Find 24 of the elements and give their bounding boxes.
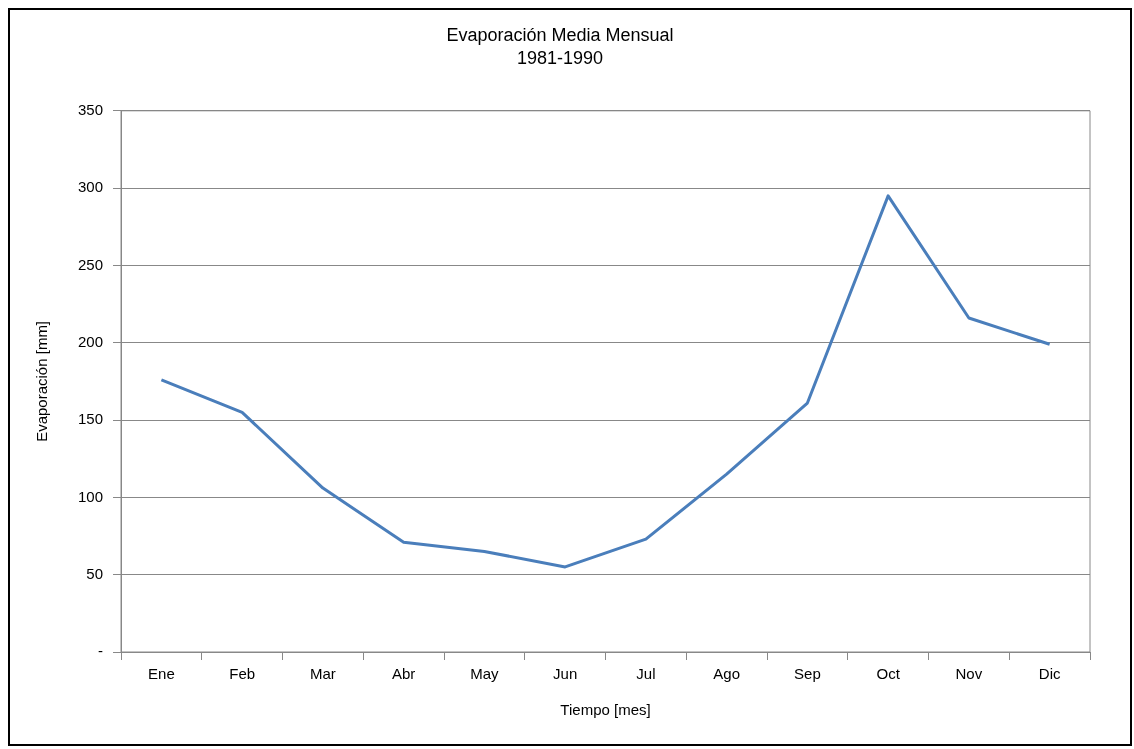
y-tick-label: 200 [78, 332, 104, 350]
y-tick-label: 50 [86, 564, 104, 582]
x-tick-label: Sep [794, 665, 821, 683]
y-axis-title: Evaporación [mm] [33, 320, 51, 442]
x-tick-label: Jul [636, 665, 656, 683]
x-tick-label: Jun [553, 665, 578, 683]
x-tick-label: Oct [876, 665, 901, 683]
x-tick-label: Dic [1038, 665, 1061, 683]
y-tick-label: 300 [78, 178, 104, 196]
y-tick-label: - [98, 642, 104, 660]
x-tick-label: Mar [309, 665, 336, 683]
y-tick-label: 250 [78, 255, 104, 273]
x-tick-label: Feb [229, 665, 256, 683]
x-tick-label: Nov [955, 665, 983, 683]
chart-subtitle: 1981-1990 [516, 48, 604, 69]
x-tick-label: Ago [713, 665, 740, 683]
y-tick-label: 150 [78, 410, 104, 428]
x-tick-label: Abr [391, 665, 416, 683]
x-axis-title: Tiempo [mes] [560, 701, 651, 719]
x-tick-label: Ene [148, 665, 175, 683]
y-tick-label: 350 [78, 100, 104, 118]
y-tick-label: 100 [78, 487, 104, 505]
x-tick-label: May [470, 665, 500, 683]
chart-title: Evaporación Media Mensual [446, 24, 674, 45]
